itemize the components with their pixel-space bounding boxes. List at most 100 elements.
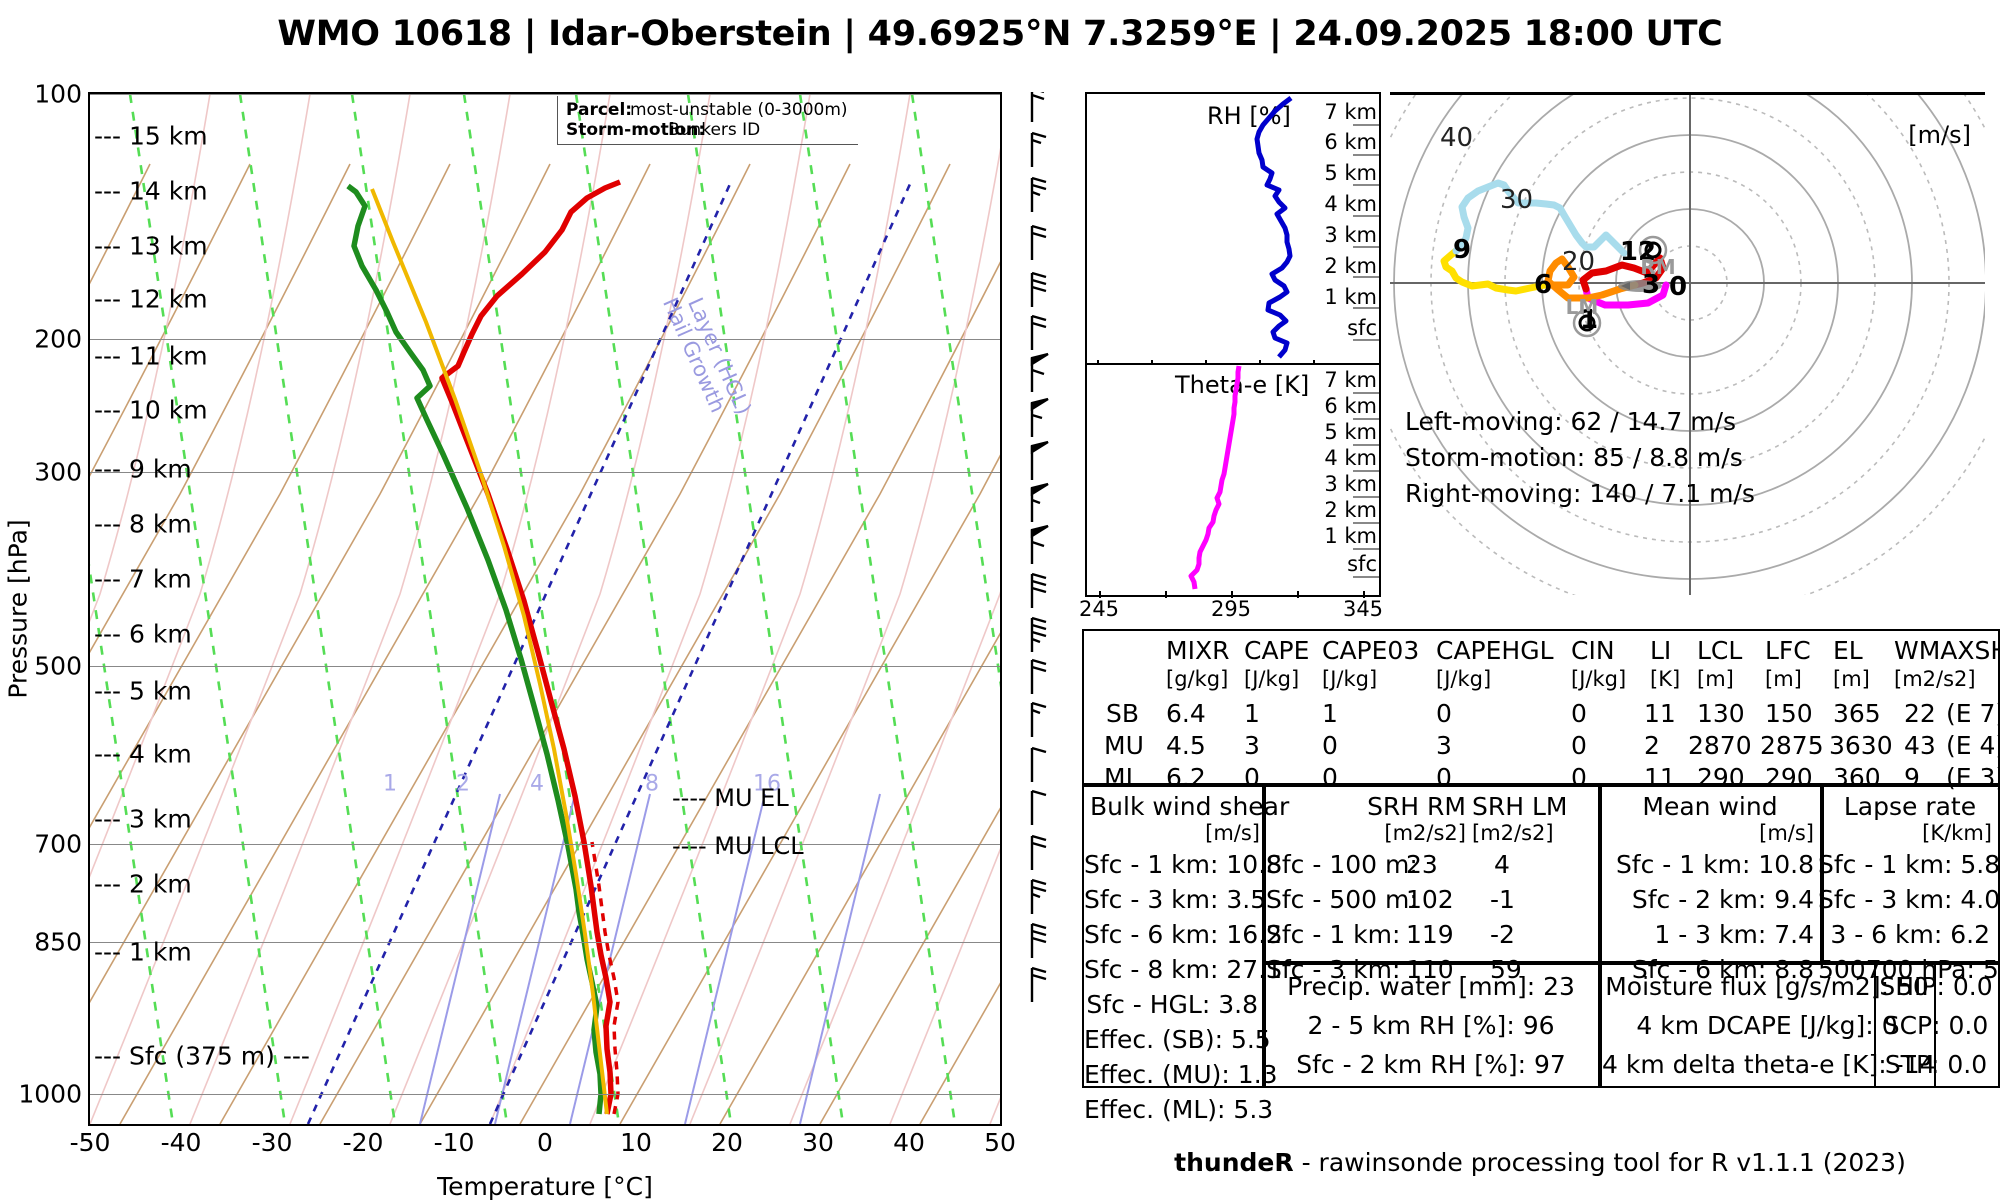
flux-row-dthetae-value: -14 [1894,1050,1936,1079]
flux-row-dcape: 4 km DCAPE [J/kg]: 0 [1602,1011,1932,1040]
parcel-row-sb-lcl: 130 [1697,699,1745,728]
legend-parcel-value: most-unstable (0-3000m) [630,100,848,120]
shear-row-effsb: Effec. (SB): 5.5 [1084,1025,1271,1054]
parcel-unit-cin: [J/kg] [1571,667,1627,691]
parcel-unit-cape03: [J/kg] [1322,667,1378,691]
thetae-curve-svg [1188,365,1242,590]
parcel-row-ml-cin: 0 [1571,763,1587,792]
parcel-header-capehgl: CAPEHGL [1436,636,1554,665]
legend-motion-value: Bunkers ID [668,120,761,140]
flux-box: Moisture flux [g/s/m2]: 50 4 km DCAPE [J… [1600,963,1936,1088]
height-label-12km: --- 12 km [94,284,208,314]
height-label-sfc: --- Sfc (375 m) --- [94,1041,310,1071]
parcel-unit-li: [K] [1650,667,1681,691]
shear-row-sfc1km-label: Sfc - 1 km: [1084,850,1219,879]
thetae-ytick-7km [1353,392,1379,394]
parcel-row-ml-mixr: 6.2 [1166,763,1206,792]
srh-row-sfc500m-lm: -1 [1490,885,1515,914]
height-label-3km: --- 3 km [94,804,192,834]
thetae-ytick-2km [1353,522,1379,524]
wind-barbs-svg [1030,86,1049,1002]
parcel-row-mu-capehgl: 3 [1436,731,1452,760]
parcel-row-sb-lfc: 150 [1765,699,1813,728]
meanwind-row-sfc6km-label: Sfc - 6 km: [1631,955,1767,984]
mu-el-annotation: ---- MU EL [672,784,789,812]
pressure-tick-300: 300 [34,457,82,487]
parcel-row-sb-cape03: 1 [1322,699,1338,728]
lapse-row-sfc3km: Sfc - 3 km: 4.0 [1818,885,2000,914]
flux-row-dcape-label: 4 km DCAPE [J/kg]: [1636,1011,1874,1040]
height-label-11km: --- 11 km [94,341,208,371]
thetae-xlabel-295: 295 [1210,597,1252,621]
hodograph-right-moving-text: Right-moving: 140 / 7.1 m/s [1405,479,1755,508]
parcel-row-ml-lcl: 290 [1697,763,1745,792]
parcel-row-sb-cin: 0 [1571,699,1587,728]
pressure-tick-500: 500 [34,651,82,681]
parcel-row-mu-li: 2 [1644,731,1660,760]
parcel-header-el: EL [1833,636,1863,665]
parcel-row-ml-li: 11 [1644,763,1676,792]
lapse-row-3to6km-value: 6.2 [1950,920,1990,949]
parcel-row-ml-capehgl: 0 [1436,763,1452,792]
wind-barb-column [1000,86,1070,1122]
moisture-row-rh25-label: 2 - 5 km RH [%]: [1307,1011,1515,1040]
parcel-unit-mixr: [g/kg] [1166,667,1229,691]
footer-credit: thundeR - rawinsonde processing tool for… [1080,1148,2000,1177]
temp-tick--50: -50 [69,1128,111,1157]
moisture-row-pwat-label: Precip. water [mm]: [1287,972,1536,1001]
parcel-row-mu-eff: (E 4) [1946,731,2000,760]
shear-row-sfchgl: Sfc - HGL: 3.8 [1084,990,1258,1019]
srh-title-rm: SRH RM [1367,792,1466,821]
srh-row-sfc500m-label: Sfc - 500 m: [1266,885,1418,914]
rh-ylabel-2km: 2 km [1324,254,1377,278]
parcel-row-sb-name: SB [1106,699,1140,728]
thetae-ytick-1km [1353,548,1379,550]
pressure-axis-title: Pressure [hPa] [3,519,33,699]
thetae-panel-title: Theta-e [K] [1175,371,1310,399]
shear-row-effmu-value: 1.3 [1237,1060,1278,1089]
lapse-rate-box: Lapse rate [K/km] Sfc - 1 km: 5.8 Sfc - … [1818,785,2000,984]
hodograph: 40 30 20 [m/s] 0 1 3 6 9 12 RM LM Left-m… [1390,92,1985,595]
shear-row-effml: Effec. (ML): 5.3 [1084,1095,1273,1124]
thetae-panel: Theta-e [K] 7 km 6 km 5 km 4 km 3 km 2 k… [1079,363,1383,621]
height-label-14km: --- 14 km [94,176,208,206]
legend-motion-key: Storm-motion: [566,120,706,140]
meanwind-title: Mean wind [1642,792,1778,821]
height-label-9km: --- 9 km [94,454,192,484]
shear-row-effml-label: Effec. (ML): [1084,1095,1226,1124]
shear-row-sfchgl-value: 3.8 [1218,990,1258,1019]
parcel-unit-el: [m] [1833,667,1870,691]
lapse-row-500700hpa-label: 500700 hPa: [1818,955,1975,984]
thetae-ylabel-7km: 7 km [1324,368,1377,392]
thetae-xtick-mid1 [1165,591,1167,598]
thetae-ylabel-3km: 3 km [1324,472,1377,496]
hodograph-height-marker-6: 6 [1533,270,1553,300]
temp-tick--20: -20 [342,1128,384,1157]
rh-ylabel-sfc: sfc [1347,316,1377,340]
pressure-tick-700: 700 [34,829,82,859]
flux-row-dthetae-label: 4 km delta theta-e [K]: [1602,1050,1887,1079]
rh-ytick-5km [1353,184,1379,186]
hodograph-ring-label-20: 20 [1562,247,1596,277]
parcel-row-mu-mixr: 4.5 [1166,731,1206,760]
index-box: SHIP: 0.0 SCP: 0.0 STP: 0.0 [1874,963,2000,1088]
meanwind-row-sfc1km: Sfc - 1 km: 10.8 [1602,850,1814,879]
hodograph-height-marker-9: 9 [1452,235,1472,265]
thetae-xlabel-345: 345 [1342,597,1384,621]
pressure-gridline-100 [90,94,1000,95]
hodograph-height-marker-0: 0 [1668,272,1688,302]
parcel-header-cape: CAPE [1244,636,1310,665]
meanwind-row-sfc1km-value: 10.8 [1758,850,1814,879]
parcel-row-ml-eff: (E 3) [1946,763,2000,792]
srh-row-sfc500m-rm: 102 [1406,885,1454,914]
srh-row-sfc3km-rm: 110 [1406,955,1454,984]
lapse-row-sfc1km: Sfc - 1 km: 5.8 [1818,850,2000,879]
thetae-ytick-4km [1353,470,1379,472]
height-label-5km: --- 5 km [94,676,192,706]
rh-ylabel-7km: 7 km [1324,100,1377,124]
shear-row-sfc6km-value: 16.2 [1226,920,1283,949]
hodograph-lm-marker-label: LM [1565,295,1599,319]
height-label-7km: --- 7 km [94,564,192,594]
index-row-ship-label: SHIP: [1879,972,1945,1001]
lapse-title: Lapse rate [1843,792,1977,821]
